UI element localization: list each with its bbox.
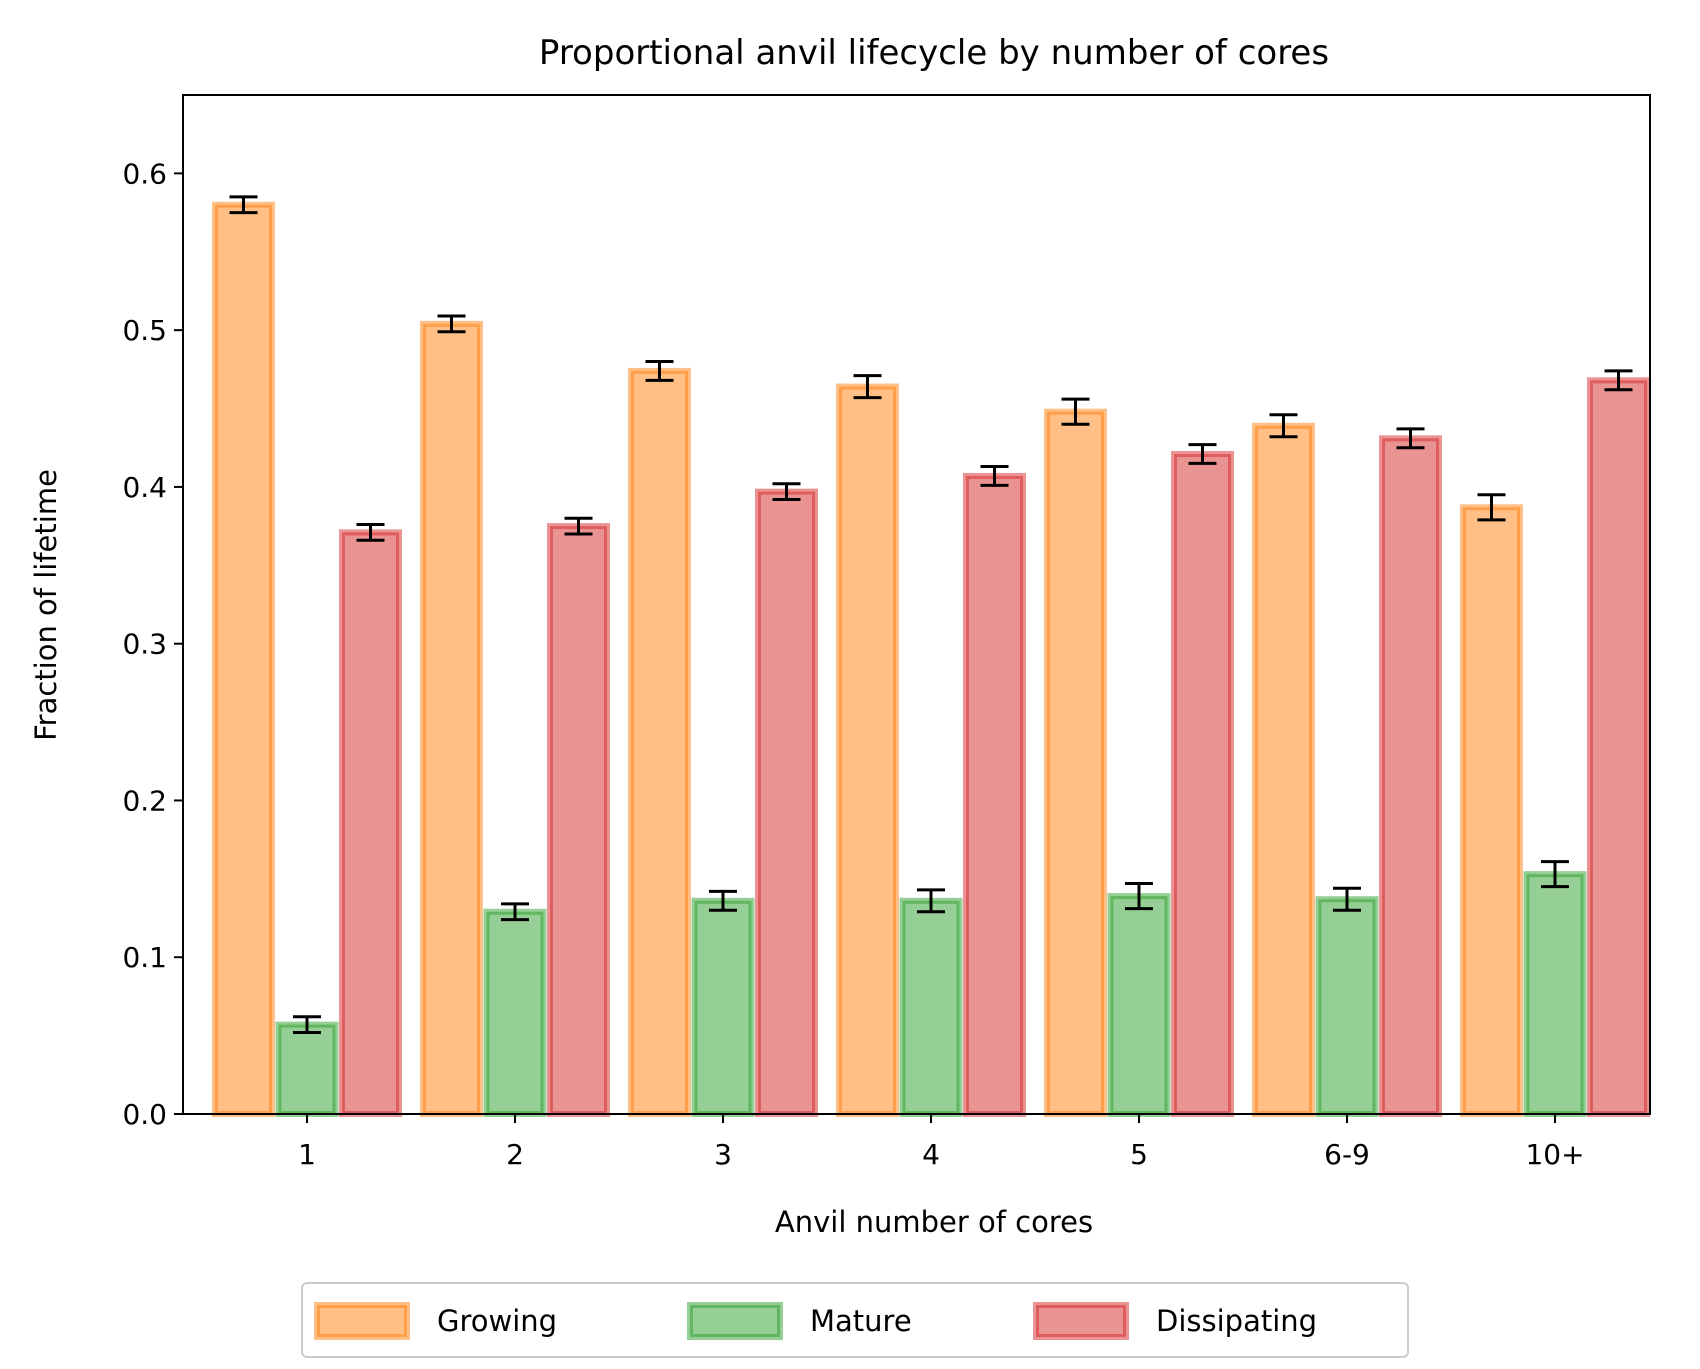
chart-title: Proportional anvil lifecycle by number o… xyxy=(539,33,1329,73)
error-bar-growing-6 xyxy=(1477,493,1506,522)
legend-label-mature: Mature xyxy=(810,1304,912,1338)
error-bar-dissipating-5 xyxy=(1396,427,1425,450)
bar-mature-4 xyxy=(1107,893,1171,1117)
error-bar-mature-6 xyxy=(1541,860,1569,889)
error-bar-dissipating-4 xyxy=(1188,443,1217,465)
legend-label-dissipating: Dissipating xyxy=(1156,1304,1317,1338)
x-tick-label-2: 3 xyxy=(714,1138,732,1171)
bar-dissipating-1 xyxy=(547,523,610,1117)
error-bar-mature-4 xyxy=(1125,882,1153,911)
bar-mature-2 xyxy=(691,897,755,1117)
bar-dissipating-4 xyxy=(1171,451,1234,1117)
error-bar-growing-0 xyxy=(229,195,258,215)
bar-growing-0 xyxy=(212,201,275,1117)
y-tick-label-4: 0.4 xyxy=(122,471,167,504)
bar-growing-1 xyxy=(420,320,483,1118)
x-tick-label-4: 5 xyxy=(1130,1138,1148,1171)
bar-mature-1 xyxy=(483,908,547,1118)
y-tick-label-2: 0.2 xyxy=(122,784,167,817)
x-tick-label-3: 4 xyxy=(922,1138,940,1171)
bar-mature-0 xyxy=(275,1021,339,1117)
error-bar-mature-5 xyxy=(1333,886,1361,912)
x-axis-label: Anvil number of cores xyxy=(775,1205,1093,1239)
error-bar-mature-2 xyxy=(709,889,737,912)
error-bar-dissipating-3 xyxy=(980,465,1009,487)
bar-dissipating-2 xyxy=(755,488,818,1117)
error-bar-mature-1 xyxy=(501,902,529,922)
bar-dissipating-3 xyxy=(963,472,1026,1117)
x-tick-label-5: 6-9 xyxy=(1324,1138,1370,1171)
x-tick-label-0: 1 xyxy=(298,1138,316,1171)
legend-label-growing: Growing xyxy=(437,1304,557,1338)
bar-growing-2 xyxy=(628,367,691,1118)
bar-mature-6 xyxy=(1523,871,1587,1117)
plot-bars xyxy=(212,201,1650,1118)
bar-dissipating-5 xyxy=(1379,435,1442,1118)
error-bar-mature-3 xyxy=(917,888,945,914)
y-tick-label-0: 0.0 xyxy=(122,1098,167,1131)
legend-item-dissipating: Dissipating xyxy=(1033,1302,1317,1340)
error-bar-growing-2 xyxy=(645,360,674,382)
plot-area-frame xyxy=(182,94,1651,1115)
y-tick-label-1: 0.1 xyxy=(122,941,167,974)
legend-swatch-mature xyxy=(687,1302,783,1340)
legend: Growing Mature Dissipating xyxy=(301,1282,1409,1358)
x-tick-label-1: 2 xyxy=(506,1138,524,1171)
x-tick-label-6: 10+ xyxy=(1525,1138,1584,1171)
legend-box xyxy=(301,1282,1409,1358)
x-axis: 1 2 3 4 5 6-9 10+ xyxy=(298,1114,1585,1171)
error-bar-dissipating-0 xyxy=(356,523,385,542)
error-bar-growing-3 xyxy=(853,374,882,400)
y-tick-label-3: 0.3 xyxy=(122,628,167,661)
error-bar-dissipating-1 xyxy=(564,516,593,536)
error-bar-dissipating-2 xyxy=(772,482,801,501)
y-axis-label: Fraction of lifetime xyxy=(29,469,63,741)
error-bar-growing-4 xyxy=(1061,397,1090,426)
legend-item-mature: Mature xyxy=(687,1302,912,1340)
bar-growing-4 xyxy=(1044,408,1107,1118)
legend-swatch-growing xyxy=(314,1302,410,1340)
error-bars xyxy=(229,195,1633,1034)
error-bar-mature-0 xyxy=(293,1015,321,1034)
bar-growing-3 xyxy=(836,383,899,1117)
bar-dissipating-0 xyxy=(339,529,402,1117)
y-tick-label-5: 0.5 xyxy=(122,314,167,347)
legend-item-growing: Growing xyxy=(314,1302,557,1340)
error-bar-growing-5 xyxy=(1269,413,1298,439)
legend-swatch-dissipating xyxy=(1033,1302,1129,1340)
bar-growing-5 xyxy=(1252,422,1315,1117)
error-bar-growing-1 xyxy=(437,314,466,334)
y-tick-label-6: 0.6 xyxy=(122,157,167,190)
error-bar-dissipating-6 xyxy=(1604,369,1633,392)
bar-mature-5 xyxy=(1315,896,1379,1117)
bar-mature-3 xyxy=(899,897,963,1117)
y-axis: 0.0 0.1 0.2 0.3 0.4 0.5 0.6 xyxy=(122,157,183,1131)
bar-dissipating-6 xyxy=(1587,377,1650,1117)
bar-growing-6 xyxy=(1460,504,1523,1117)
